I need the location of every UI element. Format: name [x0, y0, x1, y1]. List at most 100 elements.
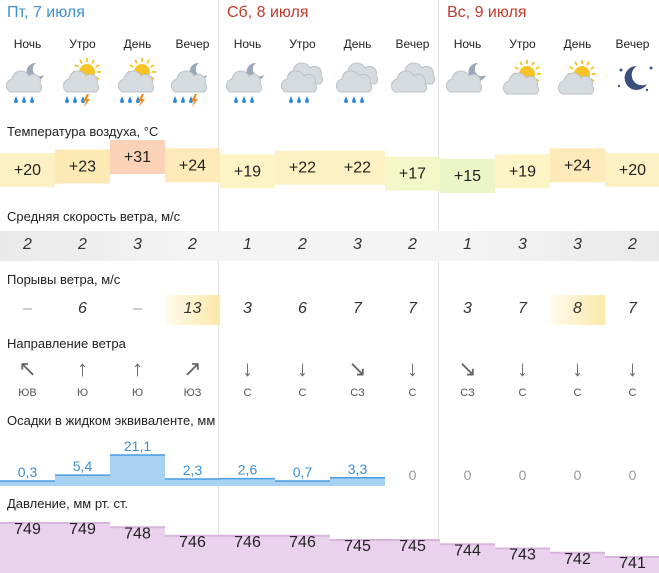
wind-gust-value: 3	[463, 300, 472, 317]
moon-cloud-thunder-icon	[170, 62, 208, 107]
temperature-value: +20	[619, 162, 646, 179]
wind-direction-arrow-icon: ↓	[297, 356, 308, 381]
temperature-value: +19	[234, 163, 261, 180]
temperature-cell	[550, 148, 605, 183]
precipitation-bar	[110, 455, 165, 486]
wind-gust-value: –	[23, 300, 32, 317]
sun-cloud-icon	[557, 60, 596, 95]
temperature-value: +24	[179, 157, 206, 174]
wind-direction-value: С	[573, 387, 582, 399]
precipitation-value: 5,4	[73, 458, 93, 474]
precipitation-value: 0	[464, 467, 472, 483]
temperature-value: +20	[14, 162, 41, 179]
precipitation-value: 0	[409, 467, 417, 483]
temperature-cell	[440, 159, 495, 193]
moon-stars-icon	[617, 65, 653, 92]
period-label: Утро	[69, 37, 96, 51]
wind-speed-band	[0, 231, 659, 261]
pressure-value: 749	[14, 521, 41, 538]
precipitation-chart: 0,3 5,4 21,1 2,3 2,6 0,7 3,3 0 0 0 0 0	[0, 438, 637, 486]
wind-speed-value: 3	[518, 236, 527, 253]
pressure-value: 749	[69, 521, 96, 538]
pressure-value: 746	[289, 534, 316, 551]
pressure-area	[0, 523, 55, 573]
temperature-cell	[0, 153, 55, 188]
temperature-cell	[495, 154, 550, 189]
wind-direction-arrow-icon: ↖	[18, 356, 37, 381]
wind-direction-arrow-icon: ↓	[242, 356, 253, 381]
temperature-value: +23	[69, 159, 96, 176]
moon-cloud-rain-icon	[225, 62, 264, 103]
pressure-area	[605, 557, 659, 573]
wind-direction-label: Направление ветра	[7, 336, 126, 351]
wind-speed-value: 2	[298, 236, 307, 253]
precipitation-bar	[0, 481, 55, 486]
wind-gust-value: –	[133, 300, 142, 317]
wind-gust-value: 7	[353, 300, 362, 317]
temperature-cell	[605, 153, 659, 188]
period-label: Ночь	[13, 37, 42, 51]
period-label: Вечер	[615, 37, 650, 51]
sun-cloud-icon	[502, 60, 541, 95]
pressure-value: 741	[619, 555, 646, 572]
wind-speed-value: 2	[408, 236, 417, 253]
precipitation-value: 2,3	[183, 462, 203, 478]
wind-direction-value: ЮВ	[18, 387, 37, 399]
moon-cloud-icon	[445, 62, 486, 93]
wind-gust-value: 7	[628, 300, 637, 317]
temperature-value: +19	[509, 163, 536, 180]
pressure-area	[385, 540, 440, 573]
cloud-rain-icon	[280, 62, 324, 103]
pressure-value: 745	[399, 538, 426, 555]
pressure-area	[220, 535, 275, 573]
pressure-value: 746	[234, 534, 261, 551]
pressure-chart: 749 749 748 746 746 746 745 745 744 743 742 741	[0, 521, 659, 573]
precipitation-value: 0	[574, 467, 582, 483]
precipitation-bar	[330, 477, 385, 486]
temperature-value: +24	[564, 157, 591, 174]
temperature-cell	[330, 150, 385, 185]
day-title-saturday: Сб, 8 июля	[227, 4, 309, 21]
temperature-value: +15	[454, 168, 481, 185]
wind-direction-value: Ю	[131, 387, 144, 399]
period-label: Вечер	[395, 37, 430, 51]
precipitation-label: Осадки в жидком эквиваленте, мм	[7, 413, 216, 428]
wind-speed-value: 1	[463, 236, 472, 253]
temperature-value: +17	[399, 166, 426, 183]
period-label: Ночь	[233, 37, 262, 51]
pressure-area	[440, 544, 495, 573]
wind-gusts-label: Порывы ветра, м/с	[7, 272, 121, 287]
wind-direction-value: Ю	[76, 387, 89, 399]
pressure-area	[495, 548, 550, 573]
temperature-cell	[385, 156, 440, 191]
wind-direction-arrow-icon: ↓	[627, 356, 638, 381]
pressure-value: 746	[179, 534, 206, 551]
wind-direction-arrow-icon: ↓	[407, 356, 418, 381]
pressure-value: 743	[509, 547, 536, 564]
wind-gust-value: 7	[408, 300, 417, 317]
wind-speed-value: 2	[23, 236, 32, 253]
wind-direction-value: СЗ	[350, 387, 365, 399]
pressure-label: Давление, мм рт. ст.	[7, 496, 129, 511]
wind-direction-value: ЮЗ	[183, 387, 202, 399]
period-label: День	[343, 37, 372, 51]
wind-speed-value: 3	[573, 236, 582, 253]
wind-direction-arrow-icon: ↘	[458, 356, 477, 381]
precipitation-bar	[220, 478, 275, 486]
wind-direction-arrow-icon: ↗	[183, 356, 202, 381]
temperature-cell	[220, 154, 275, 189]
wind-gust-value: 6	[298, 300, 307, 317]
wind-direction-value: СЗ	[460, 387, 475, 399]
wind-direction-arrow-icon: ↓	[517, 356, 528, 381]
day-title-sunday: Вс, 9 июля	[447, 4, 527, 21]
wind-direction-arrow-icon: ↑	[132, 356, 143, 381]
pressure-value: 748	[124, 525, 151, 542]
pressure-area	[330, 540, 385, 573]
wind-speed-value: 3	[133, 236, 142, 253]
wind-direction-arrow-icon: ↘	[348, 356, 367, 381]
gust-highlight	[165, 295, 220, 325]
wind-direction-arrow-icon: ↑	[77, 356, 88, 381]
temperature-value: +31	[124, 149, 151, 166]
cloud-icon	[390, 62, 436, 93]
precipitation-value: 0	[519, 467, 527, 483]
